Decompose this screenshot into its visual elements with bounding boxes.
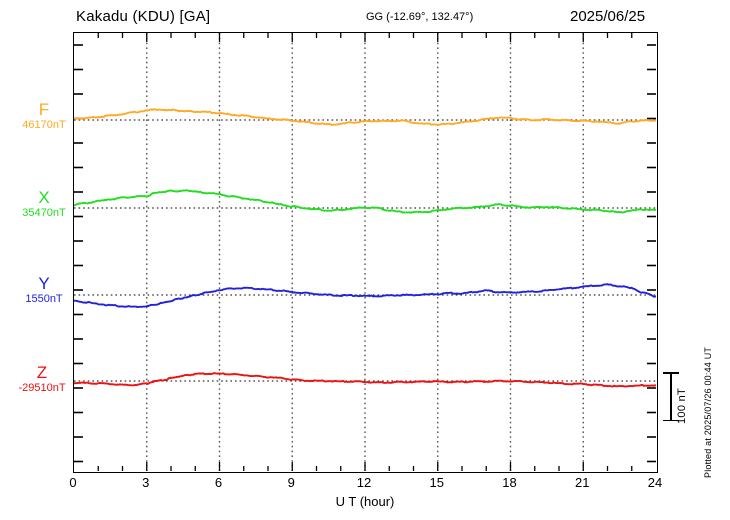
trace-symbol-f: F xyxy=(38,100,50,119)
trace-label-x: X 35470nT xyxy=(12,189,76,220)
trace-baseline-y: 1550nT xyxy=(25,293,63,305)
observation-date: 2025/06/25 xyxy=(570,8,646,25)
page-title: Kakadu (KDU) [GA] xyxy=(76,8,211,25)
trace-label-f: F 46170nT xyxy=(12,101,76,132)
trace-baseline-f: 46170nT xyxy=(22,119,66,131)
x-tick-18: 18 xyxy=(502,475,517,490)
x-tick-6: 6 xyxy=(214,475,223,490)
scale-bar-line xyxy=(670,372,672,421)
x-tick-24: 24 xyxy=(647,475,663,490)
trace-label-z: Z -29510nT xyxy=(10,364,74,395)
x-tick-15: 15 xyxy=(429,475,444,490)
x-tick-0: 0 xyxy=(69,475,77,490)
x-tick-12: 12 xyxy=(356,475,372,490)
magnetogram-plot-area xyxy=(73,32,658,473)
chart-canvas xyxy=(74,33,656,471)
trace-baseline-x: 35470nT xyxy=(22,207,66,219)
scale-bar xyxy=(663,372,679,421)
scale-bar-label: 100 nT xyxy=(676,387,688,424)
plotted-at-label: Plotted at 2025/07/26 00:44 UT xyxy=(703,346,713,478)
x-axis-title: U T (hour) xyxy=(335,494,395,509)
trace-symbol-z: Z xyxy=(36,363,48,382)
x-tick-3: 3 xyxy=(142,475,150,490)
trace-label-y: Y 1550nT xyxy=(12,275,76,306)
x-tick-9: 9 xyxy=(287,475,295,490)
trace-symbol-x: X xyxy=(38,188,50,207)
scale-bar-bottom-cap xyxy=(663,419,679,421)
x-tick-21: 21 xyxy=(575,475,590,490)
trace-symbol-y: Y xyxy=(38,274,50,293)
geographic-coordinates: GG (-12.69°, 132.47°) xyxy=(366,11,474,23)
trace-baseline-z: -29510nT xyxy=(18,382,66,394)
